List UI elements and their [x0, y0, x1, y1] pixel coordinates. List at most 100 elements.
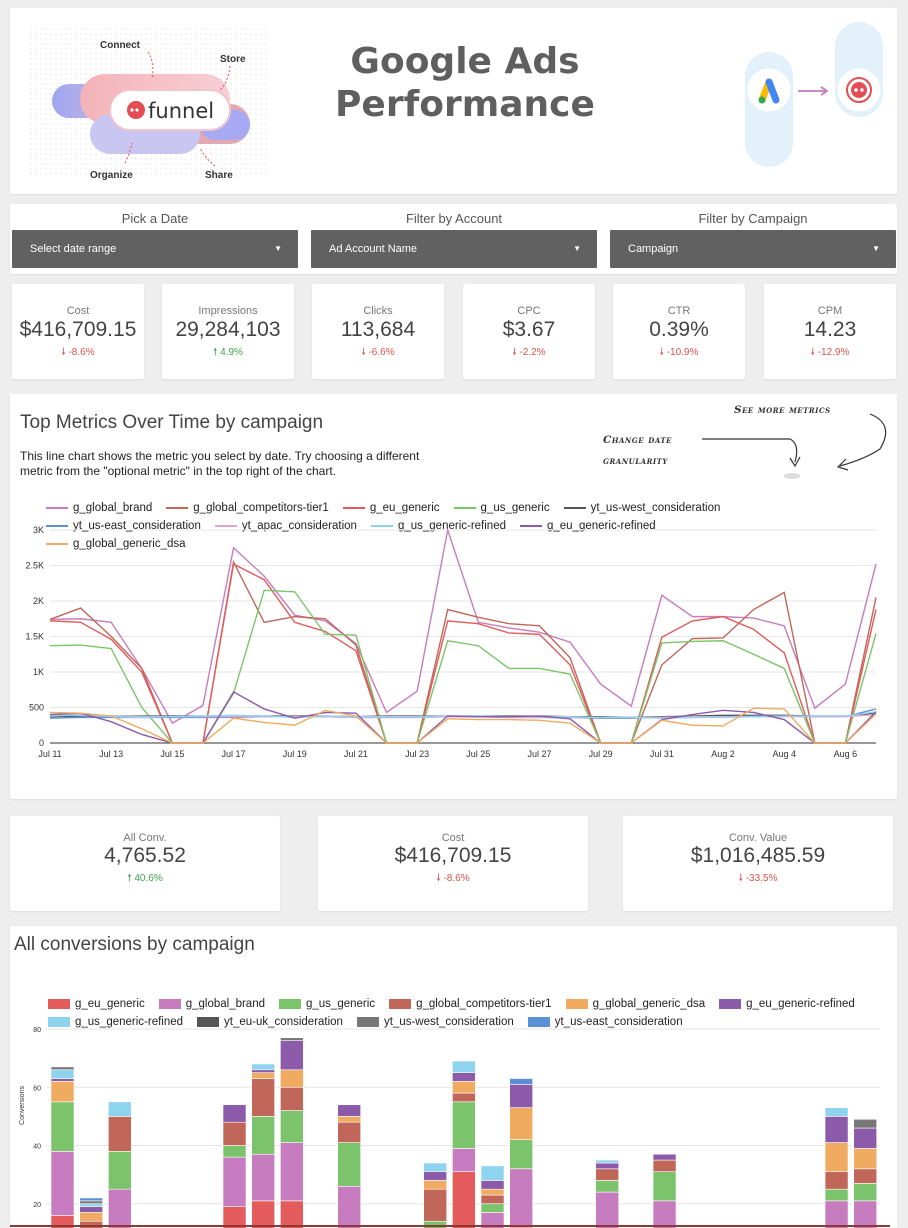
kpi-all-conv: All Conv. 4,765.52 🠕 40.6%: [10, 816, 280, 911]
bar-segment-g_global_brand: [595, 1191, 620, 1228]
bar-segment-g_global_generic_dsa: [824, 1142, 849, 1173]
caret-down-icon: ▼: [573, 244, 581, 253]
legend-item[interactable]: g_eu_generic-refined: [520, 518, 656, 534]
legend-label: g_global_brand: [185, 998, 265, 1010]
legend-label: g_global_generic_dsa: [73, 538, 186, 550]
legend-item[interactable]: yt_us-east_consideration: [46, 518, 201, 534]
kpi-change: 🠗 -8.6%: [61, 347, 95, 358]
kpi-conv-value: Conv. Value $1,016,485.59 🠗 -33.5%: [623, 816, 893, 911]
bar-segment-g_global_brand: [50, 1151, 75, 1216]
bar-segment-g_eu_generic: [452, 1171, 476, 1228]
legend-item[interactable]: g_global_generic_dsa: [46, 536, 186, 552]
legend-item[interactable]: g_us_generic: [453, 500, 550, 516]
bar-segment-g_global_generic_dsa: [853, 1148, 878, 1170]
legend-swatch: [719, 999, 742, 1009]
legend-item[interactable]: yt_us-west_consideration: [356, 1014, 514, 1030]
line-chart-description: This line chart shows the metric you sel…: [20, 449, 420, 478]
bar-segment-g_global_generic_dsa: [251, 1072, 275, 1079]
kpi-change: 🠗 -33.5%: [738, 873, 778, 884]
bar-segment-yt_us-east_consideration: [79, 1197, 103, 1202]
legend-label: g_global_generic_dsa: [592, 998, 706, 1010]
legend-item[interactable]: g_eu_generic-refined: [719, 996, 855, 1012]
bar-segment-g_global_brand: [824, 1200, 849, 1228]
kpi-label: Cost: [66, 305, 90, 317]
bar-segment-g_us_generic: [222, 1145, 247, 1158]
kpi-value: $1,016,485.59: [690, 844, 826, 867]
bar-segment-g_eu_generic-refined: [337, 1104, 361, 1117]
x-tick-label: Jul 21: [344, 749, 368, 759]
arrow-up-icon: 🠕: [127, 873, 132, 884]
legend-item[interactable]: g_us_generic-refined: [48, 1014, 183, 1030]
x-tick-label: Jul 11: [38, 749, 61, 759]
arrow-down-icon: 🠗: [659, 347, 664, 358]
bar-segment-g_us_generic-refined: [50, 1069, 75, 1079]
y-tick-label: 0: [39, 738, 44, 748]
campaign-select[interactable]: Campaign ▼: [610, 230, 896, 268]
y-axis-label: Conversions: [19, 1086, 26, 1125]
legend-item[interactable]: yt_us-west_consideration: [563, 500, 720, 516]
legend-item[interactable]: g_global_generic_dsa: [565, 996, 706, 1012]
bar-segment-g_us_generic-refined: [251, 1063, 275, 1071]
campaign-filter-label: Filter by Campaign: [698, 211, 808, 226]
legend-swatch: [48, 999, 70, 1009]
legend-item[interactable]: g_global_competitors-tier1: [166, 500, 329, 516]
bar-segment-g_us_generic: [50, 1101, 75, 1152]
legend-label: g_eu_generic-refined: [547, 520, 656, 532]
bar-chart-card: All conversions by campaign g_eu_generic…: [10, 926, 897, 1228]
legend-item[interactable]: g_global_competitors-tier1: [389, 996, 552, 1012]
annotation-date-granularity: Change date granularity: [603, 434, 672, 467]
bar-segment-g_global_brand: [337, 1185, 361, 1228]
date-range-select[interactable]: Select date range ▼: [12, 230, 298, 268]
legend-item[interactable]: g_global_brand: [158, 996, 265, 1012]
bar-segment-g_us_generic: [452, 1101, 476, 1149]
legend-item[interactable]: g_eu_generic: [48, 996, 145, 1012]
legend-item[interactable]: yt_us-east_consideration: [527, 1014, 683, 1030]
bar-segment-g_eu_generic-refined: [480, 1180, 505, 1190]
bar-segment-g_us_generic: [595, 1180, 620, 1193]
bar-segment-g_us_generic-refined: [824, 1107, 849, 1117]
legend-item[interactable]: g_us_generic: [279, 996, 375, 1012]
kpi-cpc: CPC $3.67 🠗 -2.2%: [463, 284, 595, 379]
kpi-value: 4,765.52: [104, 844, 186, 867]
bar-segment-g_eu_generic-refined: [50, 1078, 75, 1082]
bar-segment-g_us_generic-refined: [108, 1101, 132, 1117]
header-banner: funnel Connect Store Organize Share Goog…: [10, 8, 897, 194]
legend-item[interactable]: g_eu_generic: [342, 500, 440, 516]
bar-segment-g_global_generic_dsa: [50, 1081, 75, 1103]
x-tick-label: Jul 23: [405, 749, 429, 759]
bar-segment-g_us_generic-refined: [423, 1162, 447, 1173]
bar-segment-g_global_brand: [509, 1168, 534, 1228]
kpi-value: $416,709.15: [394, 844, 512, 867]
annotation-more-metrics: See more metrics: [734, 404, 831, 416]
legend-swatch: [342, 507, 365, 509]
y-tick-label: 20: [33, 1202, 41, 1209]
x-tick-label: Jul 17: [222, 749, 246, 759]
bar-segment-g_us_generic: [108, 1151, 132, 1190]
bar-segment-g_global_generic_dsa: [452, 1081, 476, 1094]
label-connect: Connect: [100, 40, 141, 51]
legend-label: g_global_competitors-tier1: [193, 502, 329, 514]
bar-segment-g_eu_generic-refined: [222, 1104, 247, 1123]
bar-segment-g_us_generic: [824, 1188, 849, 1202]
date-filter-label: Pick a Date: [121, 211, 189, 226]
account-select[interactable]: Ad Account Name ▼: [311, 230, 597, 268]
legend-swatch: [389, 999, 412, 1009]
kpi-value: 29,284,103: [175, 318, 281, 341]
bar-segment-g_global_competitors-tier1: [652, 1159, 677, 1173]
legend-label: yt_us-east_consideration: [73, 520, 201, 532]
caret-down-icon: ▼: [872, 244, 880, 253]
legend-item[interactable]: yt_apac_consideration: [214, 518, 357, 534]
x-tick-label: Jul 19: [283, 749, 307, 759]
arrow-down-icon: 🠗: [61, 347, 66, 358]
legend-label: g_us_generic: [306, 998, 376, 1010]
legend-item[interactable]: g_us_generic-refined: [370, 518, 506, 534]
bar-segment-g_us_generic: [652, 1171, 677, 1202]
legend-item[interactable]: yt_eu-uk_consideration: [197, 1014, 343, 1030]
legend-swatch: [214, 525, 237, 527]
bar-segment-g_global_competitors-tier1: [480, 1194, 505, 1205]
legend-item[interactable]: g_global_brand: [46, 500, 152, 516]
bar-segment-g_global_competitors-tier1: [251, 1078, 275, 1117]
legend-label: g_global_competitors-tier1: [416, 998, 552, 1010]
arrow-down-icon: 🠗: [810, 347, 815, 358]
legend-swatch: [453, 507, 476, 509]
